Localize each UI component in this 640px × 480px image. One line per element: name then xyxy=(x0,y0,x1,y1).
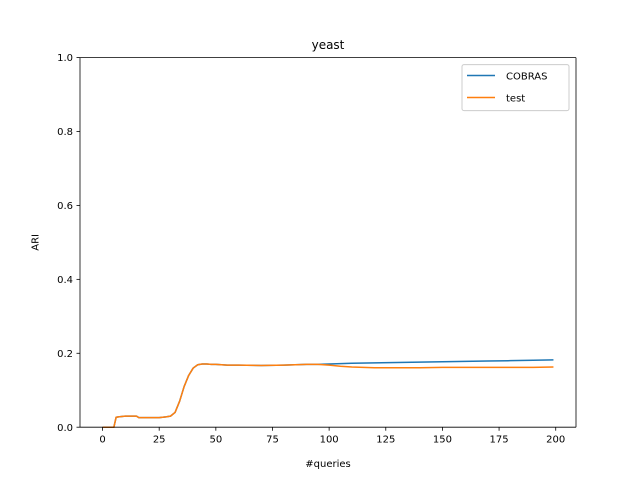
chart-title: yeast xyxy=(312,38,345,52)
y-tick-label: 0.4 xyxy=(57,275,73,286)
x-tick-label: 125 xyxy=(376,435,395,446)
x-tick-label: 200 xyxy=(546,435,565,446)
y-axis-label: ARI xyxy=(31,234,42,251)
x-tick-label: 25 xyxy=(153,435,166,446)
plot-area xyxy=(80,57,576,428)
y-tick-label: 0.0 xyxy=(57,423,73,434)
x-tick-label: 75 xyxy=(266,435,279,446)
x-tick-label: 150 xyxy=(433,435,452,446)
x-tick-label: 50 xyxy=(209,435,222,446)
y-ticks: 0.0 0.2 0.4 0.6 0.8 1.0 xyxy=(57,53,80,434)
legend-label-cobras: COBRAS xyxy=(506,72,547,83)
x-axis-label: #queries xyxy=(305,459,350,470)
y-tick-label: 0.8 xyxy=(57,127,73,138)
x-tick-label: 0 xyxy=(99,435,105,446)
series-line-test xyxy=(102,363,554,428)
series-layer xyxy=(102,359,554,428)
y-tick-label: 0.2 xyxy=(57,349,73,360)
legend-label-test: test xyxy=(506,94,525,105)
x-tick-label: 100 xyxy=(320,435,339,446)
y-tick-label: 1.0 xyxy=(57,53,73,64)
x-tick-label: 175 xyxy=(490,435,509,446)
x-ticks: 0 25 50 75 100 125 150 175 200 xyxy=(99,427,565,446)
y-tick-label: 0.6 xyxy=(57,201,73,212)
legend: COBRAS test xyxy=(461,64,570,112)
